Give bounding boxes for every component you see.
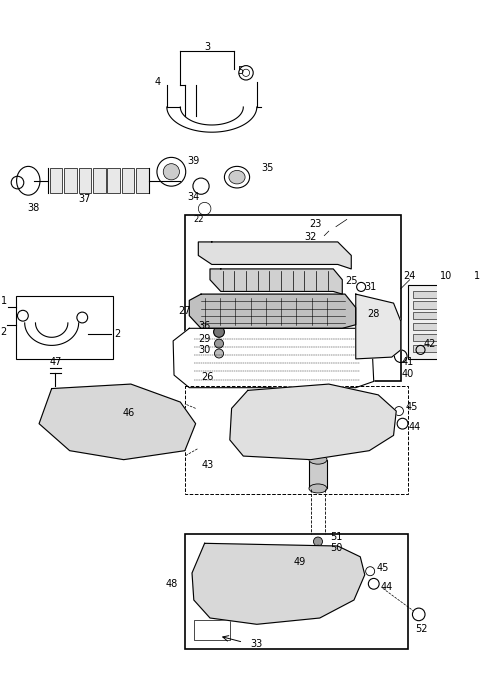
Text: 42: 42 (423, 339, 436, 348)
Text: 46: 46 (123, 408, 135, 418)
Bar (50, 168, 62, 193)
Bar (79, 168, 91, 193)
Text: 51: 51 (330, 532, 342, 542)
Circle shape (313, 537, 323, 546)
Text: 3: 3 (204, 42, 210, 52)
Bar (16, 296, 113, 359)
Polygon shape (356, 294, 401, 359)
Bar (413, 312, 466, 319)
Bar (93, 168, 106, 193)
Bar (413, 345, 466, 352)
Circle shape (312, 545, 324, 556)
Bar (185, 215, 401, 381)
Text: 2: 2 (115, 329, 121, 339)
Circle shape (214, 327, 225, 337)
Bar (413, 334, 466, 341)
Text: 24: 24 (404, 271, 416, 281)
Text: 32: 32 (305, 232, 317, 242)
Bar (413, 302, 466, 309)
Polygon shape (198, 242, 351, 269)
Text: 45: 45 (377, 563, 389, 572)
Polygon shape (192, 543, 365, 624)
Text: 52: 52 (415, 624, 428, 634)
Polygon shape (210, 269, 342, 294)
Text: 47: 47 (49, 357, 61, 367)
Text: 41: 41 (402, 357, 414, 366)
Text: 36: 36 (199, 320, 211, 331)
Text: 40: 40 (402, 369, 414, 379)
Ellipse shape (229, 170, 245, 184)
Text: 29: 29 (198, 334, 211, 344)
Text: 27: 27 (179, 306, 191, 316)
Bar (133, 411, 150, 445)
Text: 25: 25 (345, 276, 358, 285)
Text: 22: 22 (193, 215, 204, 224)
Polygon shape (189, 294, 356, 328)
Text: 43: 43 (201, 460, 214, 470)
Text: 33: 33 (251, 639, 263, 649)
Bar (185, 386, 408, 494)
Text: 44: 44 (380, 582, 393, 593)
Text: 39: 39 (188, 156, 200, 166)
Bar (108, 168, 120, 193)
Text: 48: 48 (165, 579, 178, 589)
Bar (122, 168, 134, 193)
Text: 49: 49 (294, 557, 306, 567)
Text: 10: 10 (440, 271, 452, 281)
Text: 30: 30 (199, 345, 211, 355)
Bar (89, 411, 105, 445)
Polygon shape (230, 384, 396, 460)
Text: 35: 35 (262, 163, 274, 173)
Text: 5: 5 (238, 66, 244, 76)
Text: 38: 38 (27, 202, 40, 213)
Circle shape (215, 349, 224, 358)
Polygon shape (173, 328, 374, 387)
Circle shape (308, 554, 324, 570)
Text: 34: 34 (188, 192, 200, 202)
Bar (136, 168, 149, 193)
Text: 4: 4 (155, 77, 161, 87)
Text: 2: 2 (0, 327, 7, 337)
Text: 26: 26 (201, 372, 214, 382)
Ellipse shape (309, 484, 327, 493)
Bar (408, 285, 471, 359)
Text: 45: 45 (405, 403, 418, 413)
Text: 28: 28 (368, 309, 380, 319)
Circle shape (215, 339, 224, 348)
Bar (66, 411, 82, 445)
Bar (185, 535, 408, 649)
Bar (111, 411, 127, 445)
Bar (194, 620, 230, 639)
Bar (64, 168, 77, 193)
Text: 50: 50 (330, 543, 342, 553)
Text: 23: 23 (309, 219, 322, 229)
Text: 1: 1 (0, 297, 7, 306)
Text: 11: 11 (474, 271, 480, 281)
Text: 31: 31 (364, 282, 376, 292)
Bar (413, 323, 466, 330)
Text: 37: 37 (78, 194, 90, 204)
Circle shape (163, 163, 180, 180)
Text: 44: 44 (409, 422, 421, 432)
Polygon shape (39, 384, 196, 460)
Bar (413, 290, 466, 298)
Bar (309, 460, 327, 489)
Ellipse shape (309, 455, 327, 464)
